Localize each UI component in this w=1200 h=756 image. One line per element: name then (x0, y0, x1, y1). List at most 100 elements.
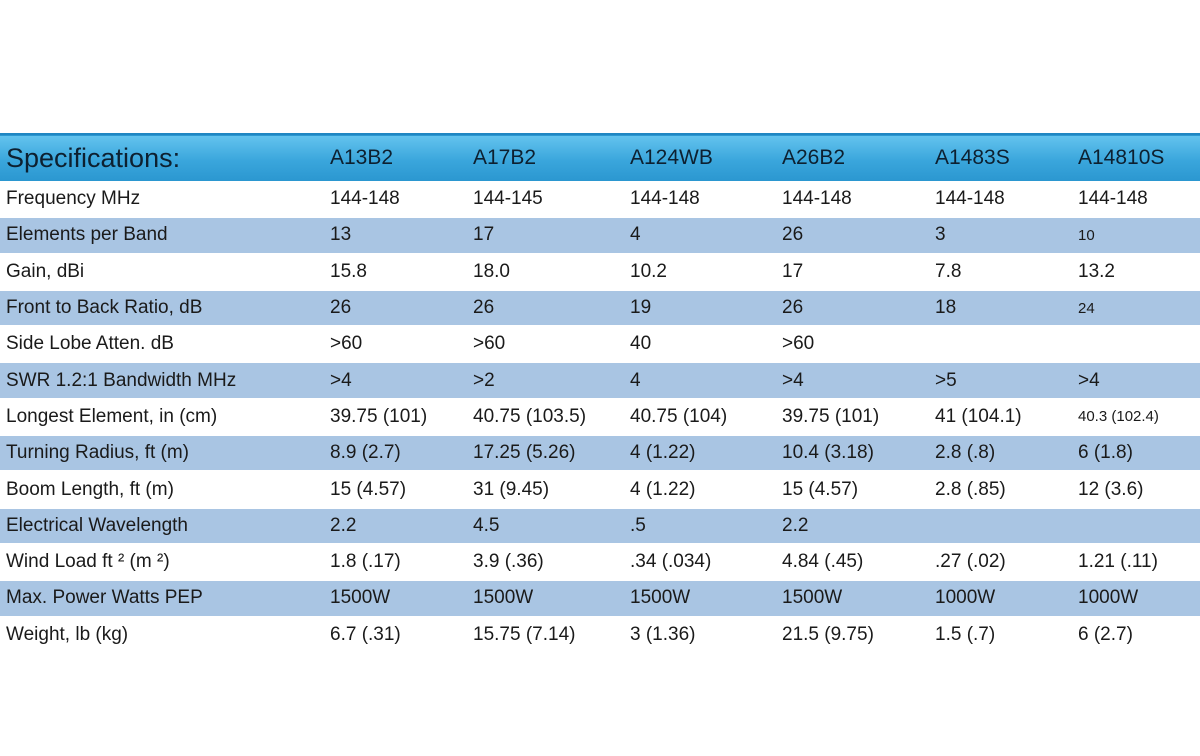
spec-value: 26 (473, 289, 630, 328)
table-row: Gain, dBi 15.8 18.0 10.2 17 7.8 13.2 (0, 253, 1200, 291)
spec-value (1078, 326, 1200, 364)
spec-value: 17 (473, 217, 630, 255)
table-title: Specifications: (6, 142, 181, 173)
spec-value: 4 (630, 217, 782, 255)
spec-value: 4 (630, 362, 782, 400)
spec-value (1078, 507, 1200, 545)
spec-label: Frequency MHz (0, 181, 330, 219)
table-row: Front to Back Ratio, dB 26 26 19 26 18 24 (0, 289, 1200, 328)
spec-value: >60 (782, 326, 935, 364)
spec-value: >2 (473, 362, 630, 400)
spec-value: 15 (4.57) (782, 471, 935, 509)
spec-label: Weight, lb (kg) (0, 616, 330, 654)
spec-value: 10.2 (630, 253, 782, 291)
spec-value: >4 (330, 362, 473, 400)
table-row: Wind Load ft ² (m ²) 1.8 (.17) 3.9 (.36) .3… (0, 543, 1200, 582)
spec-value: 4 (1.22) (630, 471, 782, 509)
spec-value: 12 (3.6) (1078, 471, 1200, 509)
spec-value: 2.2 (782, 507, 935, 545)
spec-value: 6.7 (.31) (330, 616, 473, 654)
spec-value: >60 (473, 326, 630, 364)
spec-value: 40 (630, 326, 782, 364)
spec-label: Turning Radius, ft (m) (0, 435, 330, 473)
spec-value (935, 507, 1078, 545)
table-row: Electrical Wavelength 2.2 4.5.5 2.2 (0, 507, 1200, 545)
spec-value: 144-148 (935, 181, 1078, 219)
table-row: Weight, lb (kg) 6.7 (.31) 15.75 (7.14) 3 (1… (0, 616, 1200, 654)
spec-value: 26 (782, 289, 935, 328)
spec-value: 144-145 (473, 181, 630, 219)
spec-value: .5 (630, 507, 782, 545)
spec-label: Max. Power Watts PEP (0, 580, 330, 618)
spec-value: 18.0 (473, 253, 630, 291)
spec-value: 6 (1.8) (1078, 435, 1200, 473)
spec-value: 21.5 (9.75) (782, 616, 935, 654)
spec-value: 1000W (1078, 580, 1200, 618)
spec-value: 144-148 (782, 181, 935, 219)
spec-value: 15.75 (7.14) (473, 616, 630, 654)
spec-value: 24 (1078, 289, 1200, 328)
spec-value: 13 (330, 217, 473, 255)
spec-value: 7.8 (935, 253, 1078, 291)
spec-value: 1500W (630, 580, 782, 618)
spec-value: 1.5 (.7) (935, 616, 1078, 654)
spec-value: 26 (782, 217, 935, 255)
table-row: Side Lobe Atten. dB >60 >60 40 >60 (0, 326, 1200, 364)
spec-label: Side Lobe Atten. dB (0, 326, 330, 364)
table-row: Boom Length, ft (m) 15 (4.57) 31 (9.45) 4 (… (0, 471, 1200, 509)
spec-value: 18 (935, 289, 1078, 328)
model-header: A26B2 (782, 146, 846, 169)
spec-value: 1500W (330, 580, 473, 618)
table-body: Frequency MHz 144-148 144-145 144-148 144-14… (0, 181, 1200, 654)
spec-value: 17.25 (5.26) (473, 435, 630, 473)
spec-value: 3 (1.36) (630, 616, 782, 654)
spec-label: Elements per Band (0, 217, 330, 255)
spec-value: 2.8 (.85) (935, 471, 1078, 509)
spec-value: 3.9 (.36) (473, 543, 630, 582)
spec-value: 40.75 (104) (630, 398, 782, 437)
spec-value: 1.8 (.17) (330, 543, 473, 582)
spec-value: 13.2 (1078, 253, 1200, 291)
model-header: A13B2 (330, 146, 394, 169)
spec-value (935, 326, 1078, 364)
table-row: Turning Radius, ft (m) 8.9 (2.7) 17.25 (5.… (0, 435, 1200, 473)
spec-value: 144-148 (330, 181, 473, 219)
spec-value: 19 (630, 289, 782, 328)
table-row: Elements per Band 13 17 4 26 3 10 (0, 217, 1200, 255)
spec-value: 1000W (935, 580, 1078, 618)
spec-value: 1500W (782, 580, 935, 618)
spec-value: 39.75 (101) (782, 398, 935, 437)
spec-label: Longest Element, in (cm) (0, 398, 330, 437)
spec-value: 144-148 (1078, 181, 1200, 219)
spec-value: 2.2 (330, 507, 473, 545)
model-header: A14810S (1078, 146, 1165, 169)
spec-value: 17 (782, 253, 935, 291)
spec-value: 1.21 (.11) (1078, 543, 1200, 582)
spec-label: Boom Length, ft (m) (0, 471, 330, 509)
spec-value: 6 (2.7) (1078, 616, 1200, 654)
spec-value: >4 (1078, 362, 1200, 400)
model-header: A1483S (935, 146, 1010, 169)
spec-label: SWR 1.2:1 Bandwidth MHz (0, 362, 330, 400)
specifications-table: Specifications: A13B2 A17B2 A124WB A26B2… (0, 133, 1200, 654)
table-row: SWR 1.2:1 Bandwidth MHz >4 >2 4 >4 >5 >4 (0, 362, 1200, 400)
spec-value: >60 (330, 326, 473, 364)
spec-value: .27 (.02) (935, 543, 1078, 582)
spec-value: 39.75 (101) (330, 398, 473, 437)
table-row: Frequency MHz 144-148 144-145 144-148 144-14… (0, 181, 1200, 219)
spec-value: 1500W (473, 580, 630, 618)
model-header: A17B2 (473, 146, 537, 169)
spec-value: 41 (104.1) (935, 398, 1078, 437)
spec-value: 144-148 (630, 181, 782, 219)
spec-value: 4.5 (473, 507, 630, 545)
spec-value: >4 (782, 362, 935, 400)
table-header-row: Specifications: A13B2 A17B2 A124WB A26B2… (0, 134, 1200, 181)
spec-value: 8.9 (2.7) (330, 435, 473, 473)
spec-value: 40.3 (102.4) (1078, 398, 1200, 437)
spec-value: 3 (935, 217, 1078, 255)
spec-label: Electrical Wavelength (0, 507, 330, 545)
spec-value: 4 (1.22) (630, 435, 782, 473)
spec-value: 26 (330, 289, 473, 328)
model-header: A124WB (630, 146, 713, 169)
